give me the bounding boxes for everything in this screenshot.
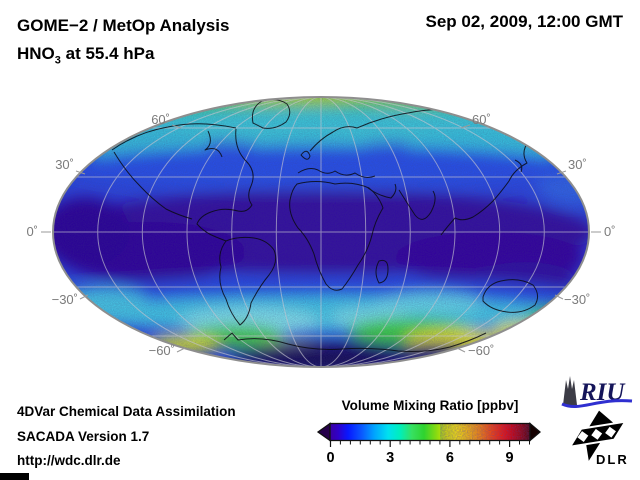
lat-label-30n-left: 30˚ <box>55 157 74 172</box>
footer-line-url: http://wdc.dlr.de <box>17 453 121 468</box>
world-map: 60˚ 30˚ 0˚ −30˚ −60˚ 60˚ 30˚ 0˚ −30˚ −60… <box>26 96 616 368</box>
colorbar-over-arrow <box>529 422 542 442</box>
plot-title: GOME−2 / MetOp Analysis <box>17 16 230 35</box>
lat-label-60n-left: 60˚ <box>151 112 170 127</box>
map-ellipse-border <box>52 96 590 368</box>
colorbar-tick-3: 3 <box>386 450 394 466</box>
coast-greenland <box>251 99 291 129</box>
dlr-logo: DLR <box>572 410 629 467</box>
latitude-labels: 60˚ 30˚ 0˚ −30˚ −60˚ 60˚ 30˚ 0˚ −30˚ −60… <box>26 112 615 358</box>
species-formula: HNO <box>17 44 55 63</box>
footer-block: 4DVar Chemical Data Assimilation SACADA … <box>17 400 236 474</box>
footer-line-version: SACADA Version 1.7 <box>17 428 150 444</box>
colorbar-under-arrow <box>316 422 331 442</box>
bottom-left-artifact <box>0 473 29 480</box>
plot-title-block: GOME−2 / MetOp Analysis HNO3 at 55.4 hPa <box>17 12 229 74</box>
lat-label-30s-right: −30˚ <box>564 292 590 307</box>
cathedral-icon <box>563 376 577 405</box>
dlr-arrow-icon <box>572 410 624 461</box>
dlr-logo-text: DLR <box>596 452 629 467</box>
colorbar-ticks <box>329 441 530 447</box>
riu-swoosh <box>561 399 633 408</box>
lat-label-60s-right: −60˚ <box>468 343 494 358</box>
lat-label-30n-right: 30˚ <box>568 157 587 172</box>
coast-antarctica <box>223 332 487 352</box>
plot-subtitle: HNO3 at 55.4 hPa <box>17 40 229 74</box>
colorbar-tick-0: 0 <box>326 450 334 466</box>
coast-south-america <box>219 236 277 326</box>
colorbar-tick-9: 9 <box>506 450 514 466</box>
lat-label-30s-left: −30˚ <box>52 292 78 307</box>
riu-logo: RIU <box>561 376 633 408</box>
lat-label-60s-left: −60˚ <box>149 343 175 358</box>
map-field-clip <box>53 97 589 367</box>
colorbar-tick-6: 6 <box>446 450 454 466</box>
lat-label-0-left: 0˚ <box>26 224 38 239</box>
coast-africa <box>289 181 389 291</box>
coast-north-america <box>111 123 254 242</box>
latitude-ticks <box>41 124 601 353</box>
coastlines <box>111 99 563 352</box>
colorbar-title: Volume Mixing Ratio [ppbv] <box>341 398 519 413</box>
footer-line-assimilation: 4DVar Chemical Data Assimilation <box>17 404 236 419</box>
lat-label-0-right: 0˚ <box>604 224 616 239</box>
timestamp-label: Sep 02, 2009, 12:00 GMT <box>425 12 624 31</box>
colorbar-outline <box>329 422 531 442</box>
graticule <box>53 97 589 367</box>
species-formula-subscript: 3 <box>54 54 61 67</box>
lat-label-60n-right: 60˚ <box>472 112 491 127</box>
level-text: at 55.4 hPa <box>60 44 155 63</box>
coast-europe <box>297 126 376 178</box>
colorbar-speckle <box>440 423 530 441</box>
coast-asia <box>356 108 530 236</box>
colorbar: 0 3 6 9 <box>316 422 542 466</box>
colorbar-tick-labels: 0 3 6 9 <box>326 450 513 466</box>
